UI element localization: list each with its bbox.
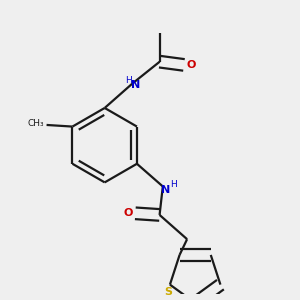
Text: N: N <box>161 185 170 195</box>
Text: H: H <box>170 180 176 189</box>
Text: H: H <box>125 76 132 85</box>
Text: O: O <box>124 208 133 218</box>
Text: S: S <box>165 287 172 297</box>
Text: CH₃: CH₃ <box>27 119 44 128</box>
Text: O: O <box>186 60 196 70</box>
Text: N: N <box>131 80 140 90</box>
